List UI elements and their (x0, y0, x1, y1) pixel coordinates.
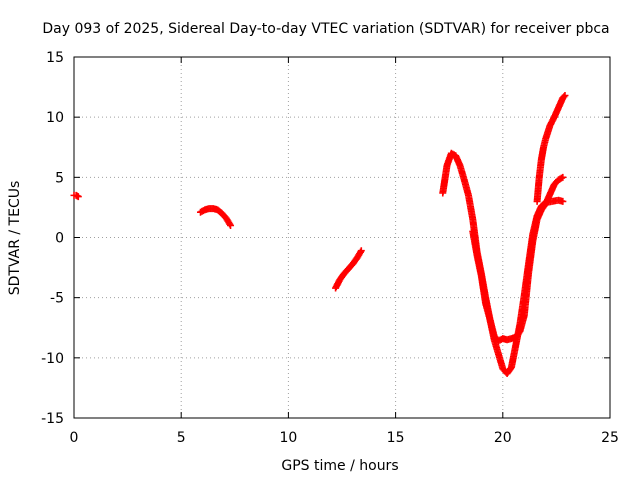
data-point (559, 173, 567, 181)
data-point (226, 220, 234, 228)
data-point (560, 93, 568, 101)
x-tick-labels: 0 5 10 15 20 25 (70, 430, 619, 446)
data-points (70, 92, 569, 377)
grid-lines (74, 57, 610, 418)
y-tick-labels: -15 -10 -5 0 5 10 15 (41, 50, 64, 427)
y-tick-label: -5 (50, 291, 64, 307)
x-tick-label: 10 (279, 430, 297, 446)
x-tick-label: 20 (494, 430, 512, 446)
y-tick-label: 0 (55, 231, 64, 247)
x-tick-label: 25 (601, 430, 619, 446)
y-tick-label: 5 (55, 170, 64, 186)
x-tick-label: 0 (70, 430, 79, 446)
chart-title: Day 093 of 2025, Sidereal Day-to-day VTE… (42, 21, 609, 37)
y-axis-label: SDTVAR / TECUs (7, 181, 23, 296)
data-point (559, 197, 567, 205)
y-tick-label: 10 (46, 110, 64, 126)
data-point (561, 92, 569, 100)
y-tick-label: -15 (41, 411, 64, 427)
axes (73, 56, 611, 419)
x-tick-label: 5 (177, 430, 186, 446)
data-point (357, 247, 365, 255)
y-tick-label: 15 (46, 50, 64, 66)
data-point (74, 193, 82, 201)
y-tick-label: -10 (41, 351, 64, 367)
x-tick-label: 15 (387, 430, 405, 446)
data-point (227, 221, 235, 229)
x-axis-label: GPS time / hours (281, 458, 398, 474)
data-point (356, 248, 364, 256)
data-point (557, 174, 565, 182)
